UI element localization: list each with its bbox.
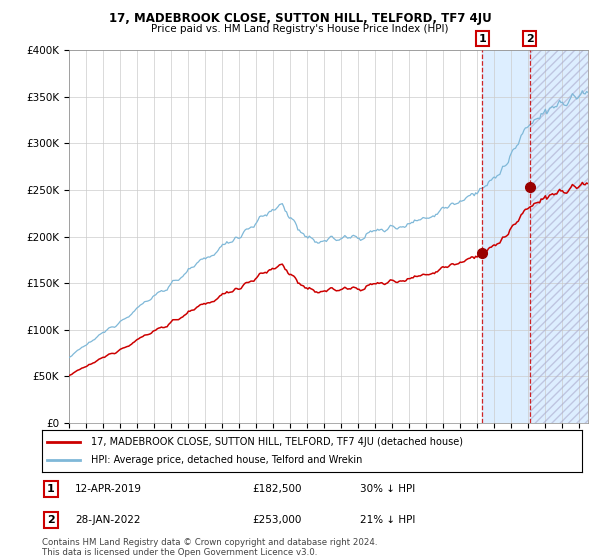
Bar bbox=[530, 50, 588, 423]
Text: 12-APR-2019: 12-APR-2019 bbox=[75, 484, 142, 494]
Text: £182,500: £182,500 bbox=[252, 484, 302, 494]
Text: 2: 2 bbox=[47, 515, 55, 525]
Text: 1: 1 bbox=[478, 34, 486, 44]
Text: 28-JAN-2022: 28-JAN-2022 bbox=[75, 515, 140, 525]
Text: 17, MADEBROOK CLOSE, SUTTON HILL, TELFORD, TF7 4JU: 17, MADEBROOK CLOSE, SUTTON HILL, TELFOR… bbox=[109, 12, 491, 25]
Bar bbox=[482, 50, 588, 423]
Text: 1: 1 bbox=[47, 484, 55, 494]
Text: Price paid vs. HM Land Registry's House Price Index (HPI): Price paid vs. HM Land Registry's House … bbox=[151, 24, 449, 34]
Text: Contains HM Land Registry data © Crown copyright and database right 2024.
This d: Contains HM Land Registry data © Crown c… bbox=[42, 538, 377, 557]
Text: 30% ↓ HPI: 30% ↓ HPI bbox=[360, 484, 415, 494]
Text: 17, MADEBROOK CLOSE, SUTTON HILL, TELFORD, TF7 4JU (detached house): 17, MADEBROOK CLOSE, SUTTON HILL, TELFOR… bbox=[91, 437, 463, 447]
Text: HPI: Average price, detached house, Telford and Wrekin: HPI: Average price, detached house, Telf… bbox=[91, 455, 362, 465]
Text: 21% ↓ HPI: 21% ↓ HPI bbox=[360, 515, 415, 525]
Text: 2: 2 bbox=[526, 34, 533, 44]
Text: £253,000: £253,000 bbox=[252, 515, 301, 525]
